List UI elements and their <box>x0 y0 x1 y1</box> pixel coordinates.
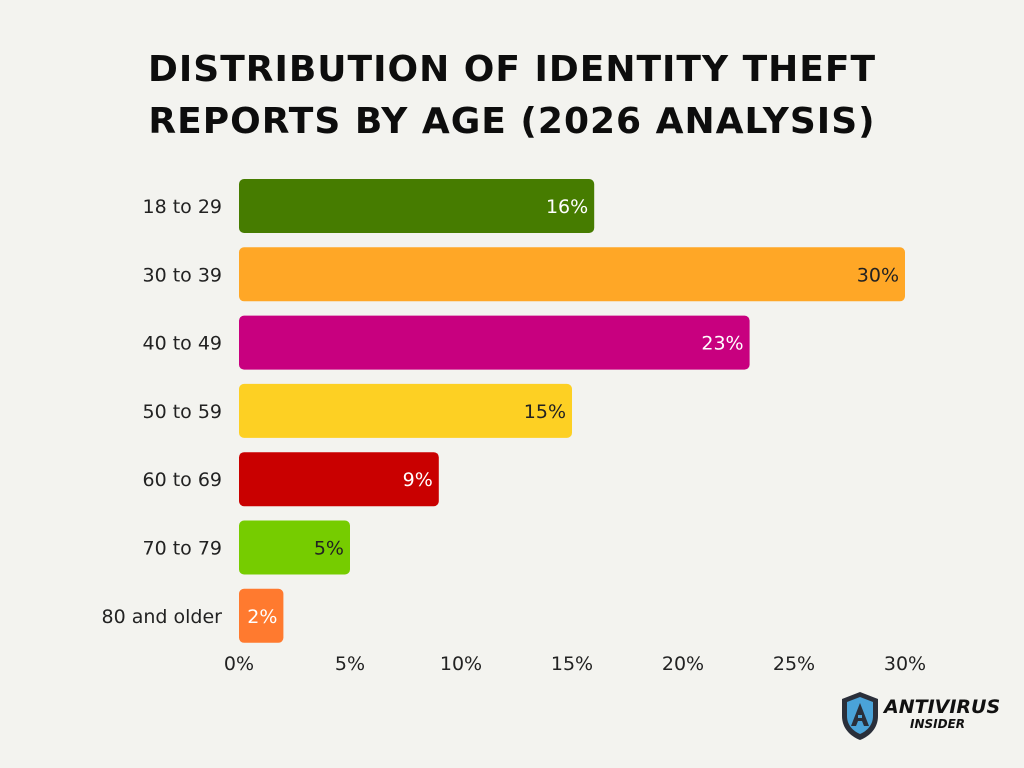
category-label-4: 60 to 69 <box>142 469 222 491</box>
x-tick-label-2: 10% <box>440 653 482 675</box>
value-label-2: 23% <box>701 333 743 355</box>
category-label-1: 30 to 39 <box>142 264 222 286</box>
bar-5 <box>239 520 350 575</box>
category-label-5: 70 to 79 <box>142 538 222 560</box>
bar-2 <box>239 315 750 370</box>
bar-3 <box>239 383 572 438</box>
bar-4 <box>239 452 439 507</box>
category-label-0: 18 to 29 <box>142 196 222 218</box>
category-label-3: 50 to 59 <box>142 401 222 423</box>
category-label-6: 80 and older <box>102 606 223 628</box>
value-label-6: 2% <box>247 606 277 628</box>
value-label-5: 5% <box>314 538 344 560</box>
bar-6 <box>239 588 284 643</box>
logo-text-insider: INSIDER <box>910 717 966 731</box>
x-tick-label-4: 20% <box>662 653 704 675</box>
category-labels: 18 to 29 30 to 39 40 to 49 50 to 59 60 to 69… <box>102 196 223 628</box>
value-labels: 16% 30% 23% 15% 9% 5% 2% <box>247 196 899 628</box>
x-tick-label-6: 30% <box>884 653 926 675</box>
shield-icon <box>842 692 878 740</box>
x-tick-label-5: 25% <box>773 653 815 675</box>
x-tick-label-3: 15% <box>551 653 593 675</box>
value-label-4: 9% <box>403 469 433 491</box>
antivirus-insider-logo: ANTIVIRUS INSIDER <box>838 690 1001 742</box>
chart-title: Distribution of Identity Theft Reports b… <box>0 44 1024 148</box>
x-tick-label-1: 5% <box>335 653 365 675</box>
bars-layer <box>239 179 905 643</box>
x-tick-label-0: 0% <box>224 653 254 675</box>
bar-0 <box>239 179 595 233</box>
bar-1 <box>239 247 905 302</box>
value-label-3: 15% <box>524 401 566 423</box>
value-label-0: 16% <box>546 196 588 218</box>
chart-title-line-1: Distribution of Identity Theft <box>147 49 877 90</box>
chart-title-line-2: Reports by Age (2026 Analysis) <box>148 101 876 142</box>
value-label-1: 30% <box>857 264 899 286</box>
category-label-2: 40 to 49 <box>142 333 222 355</box>
logo-text-antivirus: ANTIVIRUS <box>884 696 1001 718</box>
x-axis-ticks: 0% 5% 10% 15% 20% 25% 30% <box>224 653 926 675</box>
